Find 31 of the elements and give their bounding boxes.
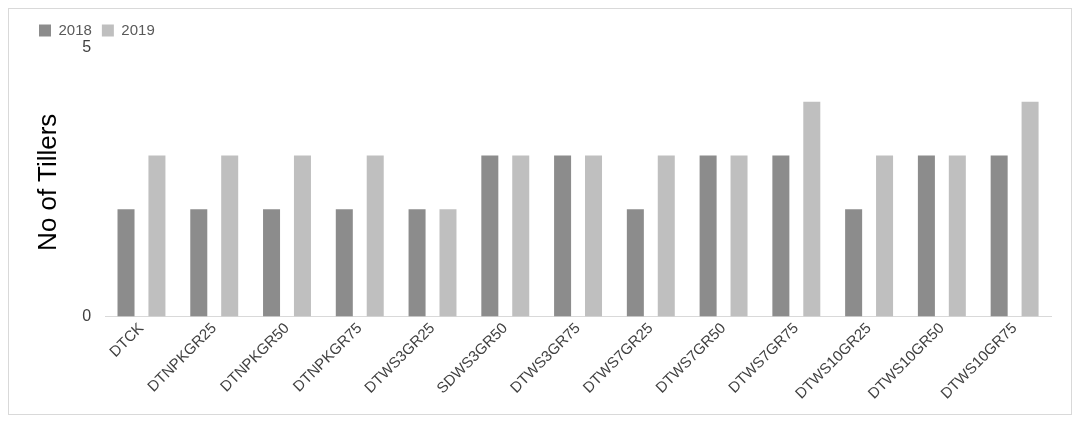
bar [730,155,748,317]
bar [293,155,311,317]
bar [439,209,457,317]
y-axis-title: No of Tillers [31,113,62,251]
bar [845,209,863,317]
bar [1021,101,1039,317]
legend-label: 2018 [58,20,92,38]
y-tick-label: 0 [82,306,92,324]
bar [117,209,135,317]
bar [408,209,426,317]
bar [699,155,717,317]
bar [263,209,281,317]
bar [221,155,239,317]
bar [626,209,644,317]
legend-label: 2019 [121,20,155,38]
bar [190,209,208,317]
bar [876,155,894,317]
bar [657,155,675,317]
bar [481,155,499,317]
bar [803,101,821,317]
bar [948,155,966,317]
bar [917,155,935,317]
bar [990,155,1008,317]
bar [512,155,530,317]
bar [554,155,572,317]
bar [585,155,603,317]
y-tick-label: 5 [82,38,92,56]
bar [772,155,790,317]
bar [335,209,353,317]
bar [366,155,384,317]
bar [148,155,166,317]
